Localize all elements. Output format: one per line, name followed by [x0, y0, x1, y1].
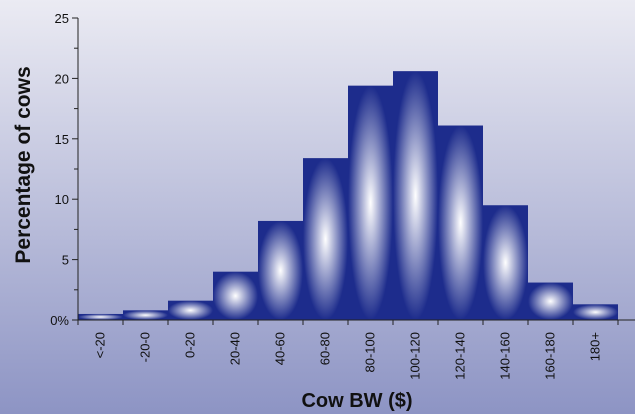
x-tick-label: 80-100: [363, 332, 378, 372]
x-axis-title: Cow BW ($): [301, 390, 412, 412]
y-tick-label: 20: [55, 71, 69, 86]
x-tick-label: 160-180: [543, 332, 558, 380]
bar-100-120: [393, 71, 438, 320]
x-tick-label: 60-80: [318, 332, 333, 365]
bar-40-60: [258, 220, 303, 320]
x-ticks-group: <-20 -20-0 0-20 20-40 40-60 60-80 80-100 100-12…: [77, 320, 619, 380]
bar--20-0: [123, 310, 168, 320]
bar-<-20: [78, 313, 123, 320]
x-tick-label: 40-60: [273, 332, 288, 365]
x-tick-label: 20-40: [228, 332, 243, 365]
bar-60-80: [303, 158, 348, 320]
x-tick-label: 120-140: [453, 332, 468, 380]
y-tick-label: 15: [55, 132, 69, 147]
x-tick-label: 140-160: [498, 332, 513, 380]
bar-140-160: [483, 205, 528, 320]
x-tick-label: -20-0: [138, 332, 153, 362]
y-tick-label: 10: [55, 192, 69, 207]
y-axis-title: Percentage of cows: [12, 66, 35, 263]
bar-20-40: [213, 271, 258, 320]
y-tick-label: 0%: [50, 313, 69, 328]
x-tick-label: 0-20: [183, 332, 198, 358]
bar-120-140: [438, 125, 483, 321]
bars-group: [78, 71, 618, 321]
x-tick-label: 180+: [588, 332, 603, 361]
y-ticks-group: 0% 5 10 15 20 25: [50, 11, 78, 328]
x-tick-label: 100-120: [408, 332, 423, 380]
bar-80-100: [348, 85, 393, 320]
y-tick-label: 5: [62, 253, 69, 268]
x-tick-label: <-20: [93, 332, 108, 358]
bar-0-20: [168, 300, 213, 320]
bar-160-180: [528, 282, 573, 320]
bar-180+: [573, 304, 618, 320]
y-tick-label: 25: [55, 11, 69, 26]
